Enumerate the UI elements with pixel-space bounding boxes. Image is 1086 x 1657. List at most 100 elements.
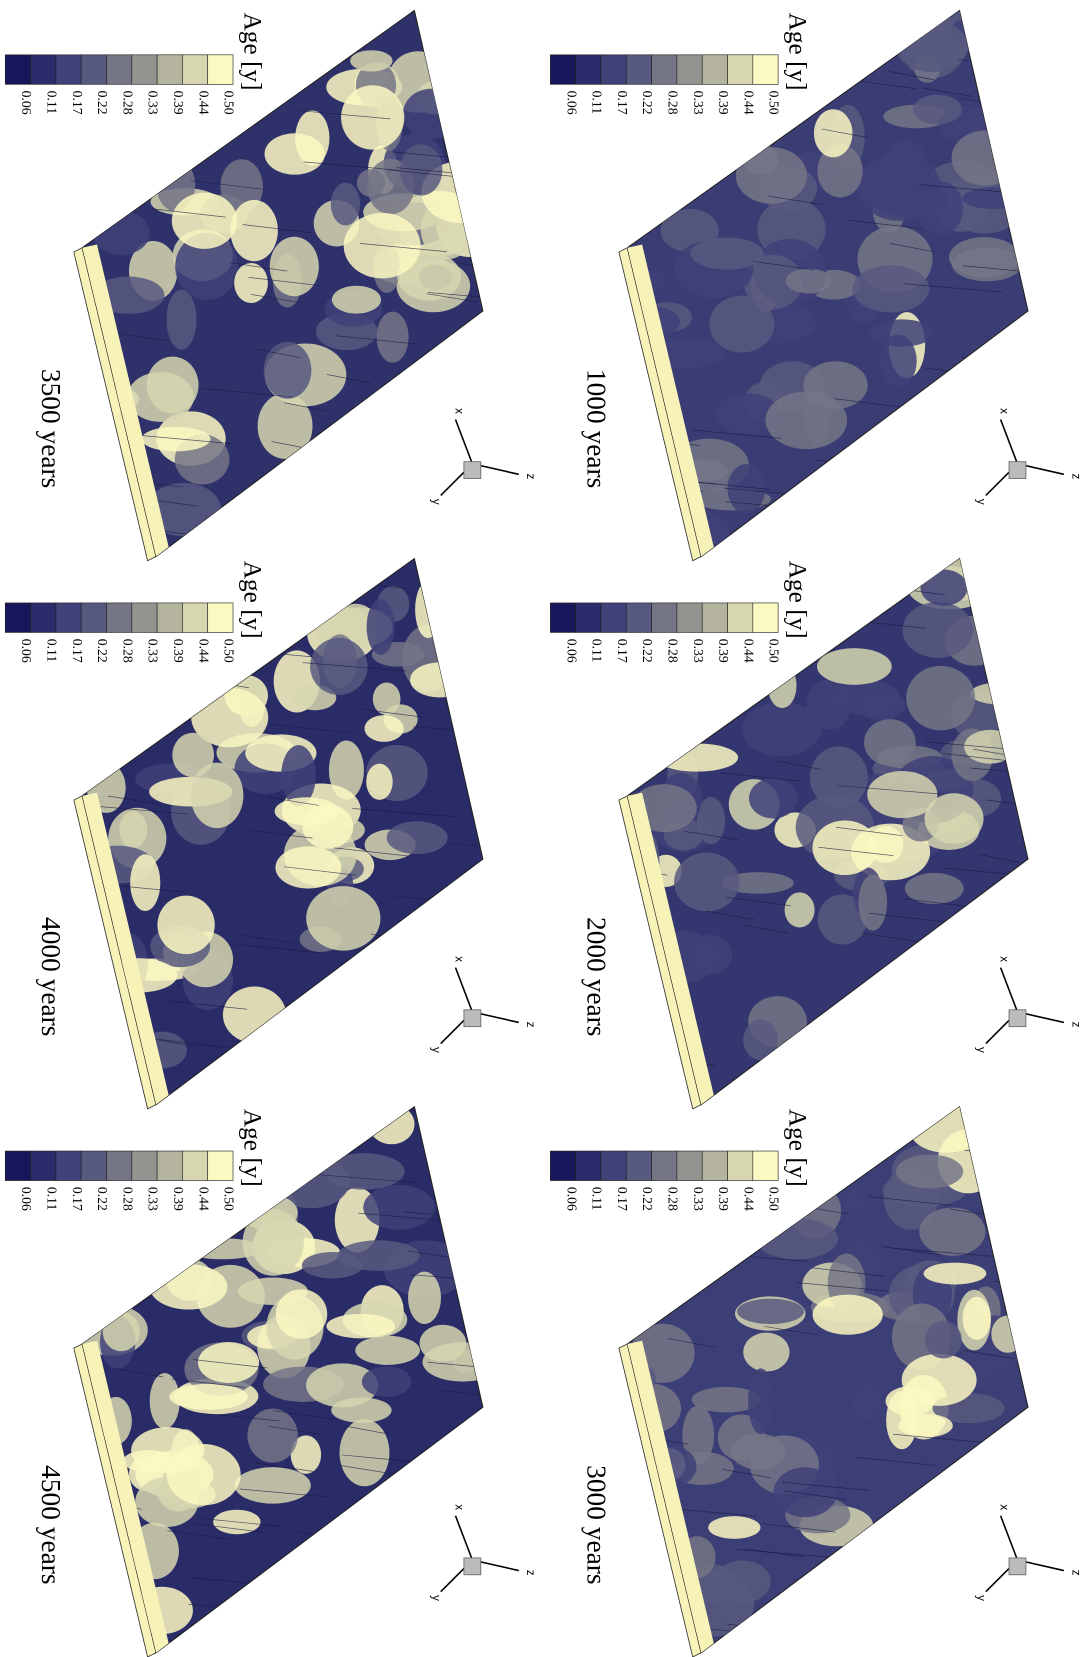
colorbar-swatch [4, 602, 31, 633]
colorbar-swatch [207, 54, 234, 85]
blotch [767, 663, 797, 709]
legend-tick: 0.33 [146, 1187, 161, 1211]
slab-edge [627, 792, 714, 1105]
fracture [752, 261, 815, 271]
fracture [862, 932, 918, 942]
panel: 0.06 0.11 0.17 0.22 0.28 0.33 0.39 0.44 0.50Age … [4, 557, 536, 1110]
fracture [783, 1490, 846, 1500]
colorbar-swatch [550, 54, 577, 85]
slab-pattern [627, 1106, 1029, 1637]
legend-tick: 0.06 [564, 91, 579, 115]
blotch [257, 393, 313, 459]
fracture [627, 571, 708, 581]
panel: 0.06 0.11 0.17 0.22 0.28 0.33 0.39 0.44 0.50Age … [4, 1105, 585, 1657]
blotch [222, 986, 287, 1044]
fracture [978, 853, 1021, 863]
fracture [630, 1229, 689, 1239]
axis-x [999, 419, 1019, 465]
fracture [284, 402, 328, 412]
fracture [339, 1465, 393, 1475]
blotch [858, 874, 888, 931]
fracture [334, 1106, 440, 1113]
fracture [964, 1150, 1029, 1160]
slab-edge [627, 244, 714, 557]
legend-tick: 0.11 [44, 1187, 59, 1211]
legend-tick: 0.50 [767, 639, 782, 663]
fracture [194, 1523, 264, 1533]
legend-tick: 0.28 [665, 639, 680, 663]
blotch [721, 872, 794, 894]
fracture [136, 126, 222, 137]
fracture [439, 1390, 483, 1400]
fracture [1026, 1346, 1029, 1356]
fracture [83, 527, 138, 537]
blotch [328, 740, 364, 800]
axis-label-x: x [998, 1504, 1010, 1510]
fracture [359, 242, 447, 253]
blotch [364, 715, 404, 742]
axis-label-x: x [998, 408, 1010, 414]
fracture [888, 71, 935, 81]
blotch [690, 237, 764, 270]
fracture [1001, 488, 1029, 498]
colorbar-swatch [106, 54, 133, 85]
fracture [492, 1107, 585, 1115]
colorbar-swatch [752, 602, 779, 633]
slab-edge [82, 792, 169, 1105]
fracture [776, 760, 821, 770]
colorbar-swatch [182, 1150, 209, 1181]
blotch [356, 169, 386, 197]
fracture [302, 662, 406, 672]
colorbar-swatch [207, 602, 234, 633]
fracture [835, 826, 903, 837]
legend-tick: 0.33 [691, 91, 706, 115]
axis-label-z: z [524, 474, 536, 480]
colorbar-swatch [131, 1150, 158, 1181]
panel-label: 4500 years [36, 1465, 66, 1584]
blotch [864, 719, 916, 766]
blotch [856, 689, 906, 720]
fracture [429, 989, 483, 999]
fracture [198, 1517, 284, 1527]
fracture [166, 1000, 248, 1010]
fracture [190, 180, 262, 190]
blotch [166, 289, 197, 350]
fracture [919, 184, 1017, 194]
fracture [624, 565, 679, 573]
blotch [743, 1332, 790, 1372]
fracture [151, 1038, 196, 1048]
fracture [141, 435, 235, 445]
panel: 0.06 0.11 0.17 0.22 0.28 0.33 0.39 0.44 0.50Age … [550, 9, 1086, 573]
fracture [788, 516, 882, 526]
legend-tick: 0.17 [70, 91, 85, 115]
blotch [402, 88, 460, 140]
fracture [334, 847, 412, 857]
colorbar-swatch [55, 602, 82, 633]
legend-tick: 0.50 [767, 91, 782, 115]
fracture [691, 429, 782, 439]
blotch [306, 1363, 379, 1408]
fracture [269, 723, 352, 734]
blotch [274, 797, 340, 826]
colorbar-swatch [156, 602, 183, 633]
blotch [240, 1194, 298, 1231]
fracture [243, 829, 313, 839]
axis-label-z: z [1069, 1022, 1081, 1028]
fracture [1028, 394, 1086, 402]
fracture [362, 709, 428, 719]
fracture [343, 1425, 390, 1435]
colorbar-swatch [131, 54, 158, 85]
fracture [830, 468, 900, 478]
blotch [130, 854, 161, 912]
axis-label-y: y [429, 1047, 441, 1053]
fracture [627, 570, 710, 581]
blotch [696, 796, 726, 845]
fracture [818, 846, 894, 857]
fracture [963, 1350, 1016, 1360]
blotch [895, 20, 969, 73]
fracture [763, 1094, 849, 1104]
colorbar-swatch [182, 602, 209, 633]
blotch [415, 580, 441, 639]
fracture [1024, 404, 1029, 414]
